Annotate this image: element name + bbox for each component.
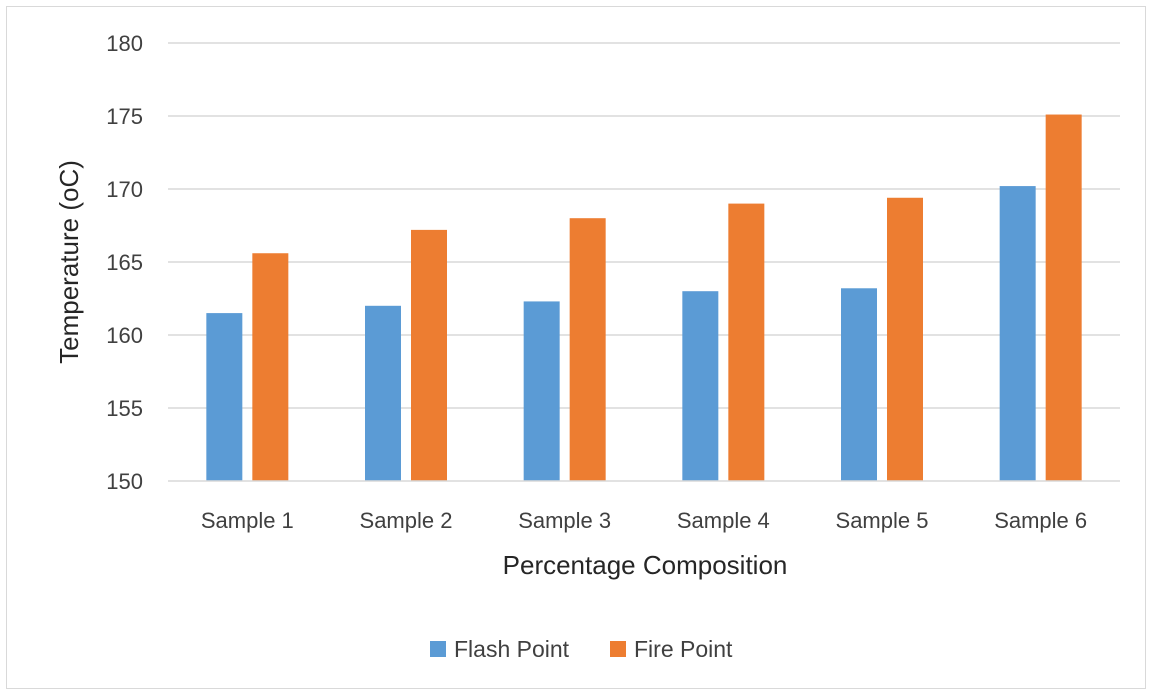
- flash-point-bar: [841, 288, 877, 481]
- flash-point-bar: [682, 291, 719, 481]
- x-tick-label: Sample 4: [677, 508, 770, 533]
- bars: [206, 114, 1082, 481]
- fire-point-bar: [1045, 114, 1082, 481]
- legend-label: Fire Point: [634, 636, 733, 662]
- gridlines: [168, 42, 1120, 409]
- x-tick-label: Sample 3: [518, 508, 611, 533]
- y-tick-labels: 150 155 160 165 170 175 180: [106, 31, 143, 494]
- flash-point-bar: [999, 186, 1036, 481]
- x-tick-label: Sample 1: [201, 508, 294, 533]
- y-axis-title: Temperature (oC): [54, 160, 84, 364]
- y-tick-label: 160: [106, 323, 143, 348]
- y-tick-label: 170: [106, 177, 143, 202]
- x-tick-labels: Sample 1 Sample 2 Sample 3 Sample 4 Sample 5…: [201, 508, 1087, 533]
- y-tick-label: 165: [106, 250, 143, 275]
- legend-swatch: [610, 641, 626, 657]
- flash-point-bar: [365, 305, 401, 481]
- fire-point-bar: [887, 197, 923, 481]
- flash-point-bar: [206, 313, 243, 481]
- y-tick-label: 150: [106, 469, 143, 494]
- x-tick-label: Sample 6: [994, 508, 1087, 533]
- y-tick-label: 175: [106, 104, 143, 129]
- flash-point-bar: [523, 301, 560, 481]
- fire-point-bar: [252, 253, 289, 481]
- legend-label: Flash Point: [454, 636, 570, 662]
- x-axis-title: Percentage Composition: [503, 550, 788, 580]
- x-tick-label: Sample 2: [360, 508, 453, 533]
- fire-point-bar: [411, 229, 447, 481]
- y-tick-label: 155: [106, 396, 143, 421]
- fire-point-bar: [569, 218, 606, 481]
- legend: Flash Point Fire Point: [430, 636, 733, 662]
- legend-swatch: [430, 641, 446, 657]
- y-tick-label: 180: [106, 31, 143, 56]
- x-tick-label: Sample 5: [836, 508, 929, 533]
- fire-point-bar: [728, 203, 765, 481]
